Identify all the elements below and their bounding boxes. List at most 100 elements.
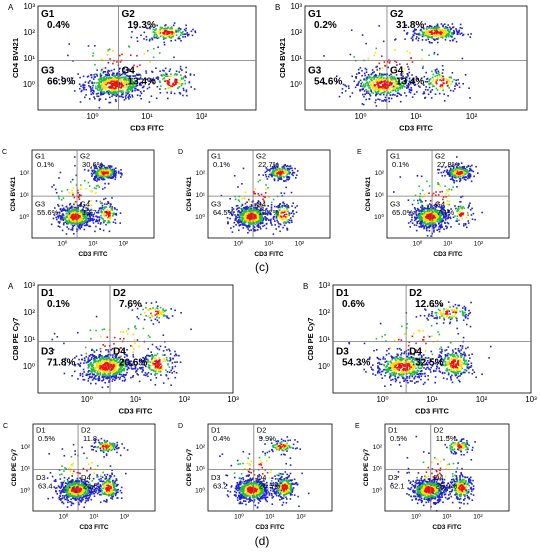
density-dot (170, 73, 172, 75)
density-dot (112, 86, 114, 88)
density-dot (466, 166, 468, 168)
density-dot (105, 84, 107, 86)
density-dot (430, 37, 432, 39)
density-dot (456, 220, 458, 222)
density-dot (277, 180, 279, 182)
density-dot (443, 172, 445, 174)
density-dot (80, 85, 82, 87)
density-dot (156, 35, 158, 37)
density-dot (431, 33, 433, 35)
density-dot (109, 206, 111, 208)
density-dot (176, 82, 178, 84)
density-dot (189, 82, 191, 84)
density-dot (241, 183, 243, 185)
density-dot (78, 215, 80, 217)
density-dot (144, 32, 146, 34)
density-dot (460, 197, 462, 199)
density-dot (116, 95, 118, 97)
density-dot (296, 205, 298, 207)
density-dot (255, 217, 257, 219)
density-dot (428, 83, 430, 85)
density-dot (260, 220, 262, 222)
density-dot (70, 181, 72, 183)
density-dot (115, 167, 117, 169)
density-dot (265, 192, 267, 194)
density-dot (453, 31, 455, 33)
density-dot (232, 231, 234, 233)
density-dot (108, 177, 110, 179)
density-dot (249, 205, 251, 207)
density-dot (378, 90, 380, 92)
density-dot (177, 31, 179, 33)
density-dot (430, 200, 432, 202)
density-dot (109, 58, 111, 60)
density-dot (254, 193, 256, 195)
density-dot (430, 29, 432, 31)
density-dot (448, 201, 450, 203)
density-dot (286, 214, 288, 216)
density-dot (127, 96, 129, 98)
density-dot (430, 28, 432, 30)
density-dot (438, 183, 440, 185)
density-dot (383, 90, 385, 92)
density-dot (365, 89, 367, 91)
density-dot (167, 75, 169, 77)
density-dot (443, 217, 445, 219)
density-dot (93, 362, 95, 364)
density-dot (264, 197, 266, 199)
density-dot (470, 169, 472, 171)
density-dot (286, 208, 288, 210)
density-dot (125, 82, 127, 84)
density-dot (381, 100, 383, 102)
density-dot (282, 227, 284, 229)
density-dot (131, 31, 133, 33)
density-dot (422, 190, 424, 192)
quadrant-value-G3: 65.0% (392, 208, 414, 217)
density-dot (159, 70, 161, 72)
density-dot (236, 205, 238, 207)
density-dot (134, 90, 136, 92)
density-dot (428, 212, 430, 214)
density-dot (384, 61, 386, 63)
density-dot (164, 28, 166, 30)
density-dot (288, 166, 290, 168)
density-dot (151, 71, 153, 73)
density-dot (128, 91, 130, 93)
density-dot (105, 71, 107, 73)
density-dot (431, 71, 433, 73)
density-dot (116, 94, 118, 96)
density-dot (254, 216, 256, 218)
density-dot (244, 198, 246, 200)
density-dot (144, 53, 146, 55)
density-dot (178, 38, 180, 40)
density-dot (94, 76, 96, 78)
density-dot (287, 221, 289, 223)
density-dot (284, 203, 286, 205)
density-dot (107, 80, 109, 82)
density-dot (441, 23, 443, 25)
y-tick-label: 10² (290, 28, 302, 37)
density-dot (74, 205, 76, 207)
density-dot (427, 235, 429, 237)
density-dot (434, 36, 436, 38)
density-dot (116, 77, 118, 79)
density-dot (447, 33, 449, 35)
density-dot (382, 67, 384, 69)
density-dot (187, 32, 189, 34)
density-dot (111, 212, 113, 214)
density-dot (160, 35, 162, 37)
density-dot (180, 66, 182, 68)
density-dot (167, 36, 169, 38)
density-dot (389, 101, 391, 103)
density-dot (355, 76, 357, 78)
density-dot (113, 91, 115, 93)
density-dot (156, 25, 158, 27)
density-dot (468, 166, 470, 168)
density-dot (429, 203, 431, 205)
density-dot (390, 91, 392, 93)
density-dot (432, 77, 434, 79)
density-dot (90, 91, 92, 93)
density-dot (462, 83, 464, 85)
